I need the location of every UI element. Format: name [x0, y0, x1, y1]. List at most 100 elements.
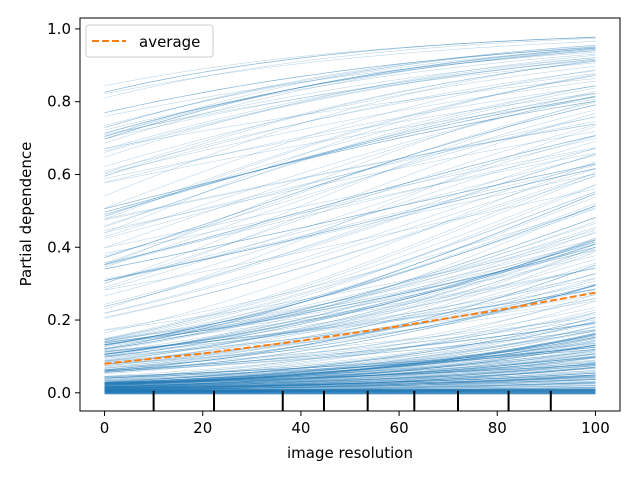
ice-curve — [104, 141, 596, 297]
ice-curve — [104, 365, 596, 388]
ice-curve — [104, 223, 596, 348]
ice-curve — [104, 347, 596, 377]
ice-curve — [104, 364, 596, 388]
ice-curve — [104, 337, 596, 383]
ice-curve — [104, 246, 596, 369]
ice-curve — [104, 362, 596, 390]
average-line — [104, 291, 596, 365]
ice-curve — [104, 297, 596, 375]
ice-curve — [104, 298, 596, 357]
ice-curve — [104, 316, 596, 365]
ice-curve — [104, 57, 596, 150]
ice-curve — [104, 73, 596, 172]
ice-curve — [104, 251, 596, 370]
ice-curve — [104, 380, 596, 390]
ice-curve — [104, 116, 596, 257]
ice-curve — [104, 289, 596, 351]
ice-curve — [104, 363, 596, 387]
ice-curve — [104, 90, 596, 266]
ice-curve — [104, 61, 596, 174]
ice-curve — [104, 346, 596, 380]
ice-curve — [104, 165, 596, 281]
ice-curve — [104, 41, 596, 94]
ice-curve — [104, 58, 596, 152]
ice-curve — [104, 244, 596, 362]
ice-curve — [104, 205, 596, 357]
ice-curve — [104, 168, 596, 282]
average-curve — [104, 291, 596, 365]
ice-curve — [104, 162, 596, 334]
ice-curve — [104, 147, 596, 307]
ice-curve — [104, 379, 596, 390]
ice-curve — [104, 148, 596, 264]
ice-curve — [104, 301, 596, 381]
ice-curve — [104, 332, 596, 386]
ice-curve — [104, 131, 596, 231]
ice-curve — [104, 336, 596, 387]
x-tick-label: 40 — [291, 419, 310, 437]
ice-curve — [104, 51, 596, 117]
ice-curve — [104, 45, 596, 129]
ice-curve — [104, 340, 596, 386]
ice-curve — [104, 62, 596, 135]
ice-curve — [104, 57, 596, 137]
ice-curve — [104, 243, 596, 355]
ice-curve — [104, 49, 596, 144]
ice-curve — [104, 59, 596, 140]
ice-curve — [104, 100, 596, 284]
ice-curve — [104, 374, 596, 390]
ice-curve — [104, 339, 596, 385]
ice-curve — [104, 176, 596, 318]
ice-curve — [104, 193, 596, 349]
y-tick-label: 0.2 — [47, 311, 71, 329]
ice-curve — [104, 348, 596, 386]
ice-curve — [104, 36, 596, 93]
ice-curve — [104, 191, 596, 342]
ice-curve — [104, 322, 596, 373]
ice-curve — [104, 349, 596, 379]
y-axis-label: Partial dependence — [17, 142, 35, 287]
ice-curve — [104, 126, 596, 310]
ice-curve — [104, 152, 596, 254]
plot-frame — [79, 17, 621, 412]
legend: average — [85, 24, 214, 58]
ice-curve — [104, 135, 596, 290]
ice-curve — [104, 353, 596, 385]
ice-curve — [104, 312, 596, 383]
ice-curve — [104, 243, 596, 344]
legend-average-label: average — [139, 33, 200, 51]
ice-curve — [104, 232, 596, 344]
ice-curve — [104, 239, 596, 331]
ice-curve — [104, 311, 596, 377]
y-tick-label: 0.0 — [47, 384, 71, 402]
ice-curve — [104, 243, 596, 361]
ice-curve — [104, 184, 596, 347]
ice-curve — [104, 273, 596, 363]
ice-curve — [104, 138, 596, 266]
ice-curve — [104, 221, 596, 351]
ice-curve — [104, 163, 596, 270]
ice-curve — [104, 352, 596, 389]
ice-curve — [104, 102, 596, 264]
ice-curve — [104, 155, 596, 281]
ice-curve — [104, 344, 596, 388]
ice-curve — [104, 96, 596, 213]
ice-curve — [104, 364, 596, 388]
ice-curve — [104, 78, 596, 149]
ice-curve — [104, 116, 596, 239]
ice-curve — [104, 47, 596, 140]
legend-box — [85, 24, 214, 58]
ice-curve — [104, 250, 596, 361]
ice-curve — [104, 247, 596, 365]
ice-curve — [104, 47, 596, 114]
ice-curve — [104, 50, 596, 134]
ice-curve — [104, 284, 596, 365]
ice-curve — [104, 113, 596, 288]
ice-curve — [104, 75, 596, 218]
rug-marks — [152, 390, 552, 411]
ice-curve — [104, 367, 596, 389]
ice-curve — [104, 123, 596, 220]
ice-curve — [104, 330, 596, 379]
ice-curve — [104, 168, 596, 314]
ice-curve — [104, 353, 596, 384]
